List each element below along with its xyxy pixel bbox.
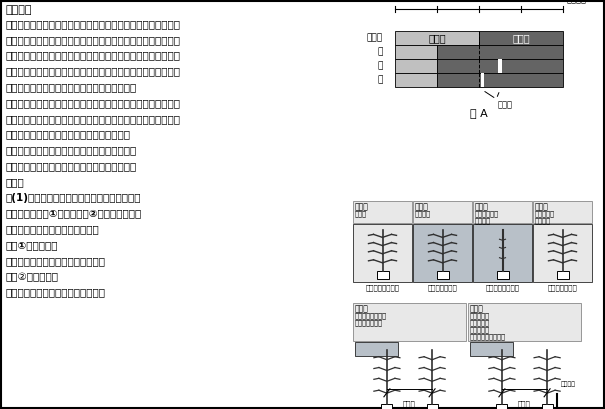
Text: て短日処理　接ぎ木: て短日処理 接ぎ木: [470, 333, 506, 339]
Bar: [437, 73, 563, 87]
Text: 接ぎ木: 接ぎ木: [403, 401, 416, 407]
Text: ４では暗期の途中に短時間の光照射を行った。: ４では暗期の途中に短時間の光照射を行った。: [6, 82, 137, 92]
Text: 環状除皮: 環状除皮: [561, 381, 576, 387]
Text: （　　　　　　　　　　　）: （ ）: [6, 256, 106, 266]
Text: また，日長の変化（暗期の長さ）の感受部位や情報伝達経路: また，日長の変化（暗期の長さ）の感受部位や情報伝達経路: [6, 98, 181, 108]
Text: 実験ア: 実験ア: [355, 202, 369, 211]
Text: １枚の葉を: １枚の葉を: [535, 210, 555, 217]
Bar: [436, 271, 448, 279]
Text: (1)　花芽形成が起こると考えられる実験の: (1) 花芽形成が起こると考えられる実験の: [6, 193, 142, 203]
Text: ②　長日植物: ② 長日植物: [6, 272, 59, 282]
Text: （　　　　　　　　　　　）: （ ）: [6, 288, 106, 298]
Text: 葉を除去して: 葉を除去して: [475, 210, 499, 217]
Bar: [376, 271, 388, 279]
Text: 6: 6: [434, 0, 440, 4]
Text: 環状除皮し: 環状除皮し: [470, 326, 490, 333]
Bar: [395, 59, 437, 73]
Text: （時間）: （時間）: [567, 0, 587, 4]
Bar: [395, 31, 479, 45]
Bar: [395, 45, 437, 59]
Text: 短日処理: 短日処理: [415, 210, 431, 217]
Bar: [413, 201, 472, 223]
Bar: [557, 271, 569, 279]
Text: ぞれについてすべて選べ。: ぞれについてすべて選べ。: [6, 225, 100, 234]
Bar: [479, 31, 563, 45]
Text: を調べるために，短日植物であるオナモミを長日条件に置いた: を調べるために，短日植物であるオナモミを長日条件に置いた: [6, 114, 181, 124]
Text: 接ぎ木して片側の: 接ぎ木して片側の: [355, 312, 387, 319]
Text: ３: ３: [378, 61, 383, 70]
Text: 0: 0: [393, 0, 397, 4]
Text: 実験オ: 実験オ: [355, 304, 369, 313]
Text: 18: 18: [515, 0, 526, 4]
Text: 一部を短日処理: 一部を短日処理: [355, 319, 383, 326]
Bar: [533, 224, 592, 282]
Bar: [541, 404, 552, 409]
Bar: [533, 201, 592, 223]
Text: を行った。なお，この実験で用いた植物の限界暗期は，図Ａ中: を行った。なお，この実験で用いた植物の限界暗期は，図Ａ中: [6, 51, 181, 61]
Text: 実験イ: 実験イ: [415, 202, 429, 211]
Text: 花芽形成する。: 花芽形成する。: [428, 284, 457, 291]
Text: うえで，実験ア〜カを行った。それぞれの実: うえで，実験ア〜カを行った。それぞれの実: [6, 130, 131, 139]
Bar: [353, 201, 412, 223]
Text: 【問題】: 【問題】: [5, 5, 31, 15]
Text: に示されるように，ともに１２時間であるものとし，実験３と: に示されるように，ともに１２時間であるものとし，実験３と: [6, 66, 181, 76]
Text: ①　短日植物: ① 短日植物: [6, 240, 59, 250]
Text: 番号を，①短日植物と②長日植物のそれ: 番号を，①短日植物と②長日植物のそれ: [6, 209, 142, 218]
Bar: [353, 224, 412, 282]
Text: 図 A: 図 A: [470, 108, 488, 118]
Bar: [353, 303, 466, 341]
Bar: [355, 342, 398, 356]
Text: 暗　期: 暗 期: [512, 33, 530, 43]
Text: 短日処理: 短日処理: [535, 217, 551, 224]
Bar: [481, 73, 484, 87]
Bar: [437, 45, 563, 59]
Text: 植物の花芽形成のしくみを調べるために，人工的にさまざま: 植物の花芽形成のしくみを調べるために，人工的にさまざま: [6, 19, 181, 29]
Bar: [499, 59, 502, 73]
Text: 実験ウ: 実験ウ: [475, 202, 489, 211]
Bar: [413, 224, 472, 282]
Bar: [381, 404, 393, 409]
Text: 花芽形成する。: 花芽形成する。: [548, 284, 577, 291]
Text: 実験１: 実験１: [367, 34, 383, 43]
Bar: [496, 404, 508, 409]
Text: 花芽形成しない。: 花芽形成しない。: [485, 284, 520, 291]
Text: 接ぎ木: 接ぎ木: [518, 401, 531, 407]
Text: 12: 12: [474, 0, 484, 4]
Bar: [470, 342, 513, 356]
Text: 問１　実験１〜４について，次の各問いに答え: 問１ 実験１〜４について，次の各問いに答え: [6, 161, 137, 171]
Text: 短日処理: 短日処理: [475, 217, 491, 224]
Text: その上部を: その上部を: [470, 319, 490, 326]
Text: な明暗周期を与えて長日植物と短日植物を栽培する実験１〜４: な明暗周期を与えて長日植物と短日植物を栽培する実験１〜４: [6, 35, 181, 45]
Text: 実験カ: 実験カ: [470, 304, 484, 313]
Text: ４: ４: [378, 76, 383, 85]
Bar: [427, 404, 437, 409]
Text: 24: 24: [558, 0, 568, 4]
Bar: [473, 224, 532, 282]
Bar: [473, 201, 532, 223]
Bar: [468, 303, 581, 341]
Text: 実験エ: 実験エ: [535, 202, 549, 211]
Text: よ。: よ。: [6, 177, 25, 187]
Text: 明　期: 明 期: [428, 33, 446, 43]
Text: 験での処理と結果は図Ｂに示した通りである。: 験での処理と結果は図Ｂに示した通りである。: [6, 146, 137, 155]
Text: 無処理: 無処理: [355, 210, 367, 217]
Bar: [395, 73, 437, 87]
Bar: [437, 59, 563, 73]
Bar: [497, 271, 508, 279]
Text: 接ぎ木して: 接ぎ木して: [470, 312, 490, 319]
Text: ２: ２: [378, 47, 383, 56]
Text: 光照射: 光照射: [497, 100, 512, 109]
Text: 花芽形成しない。: 花芽形成しない。: [365, 284, 399, 291]
